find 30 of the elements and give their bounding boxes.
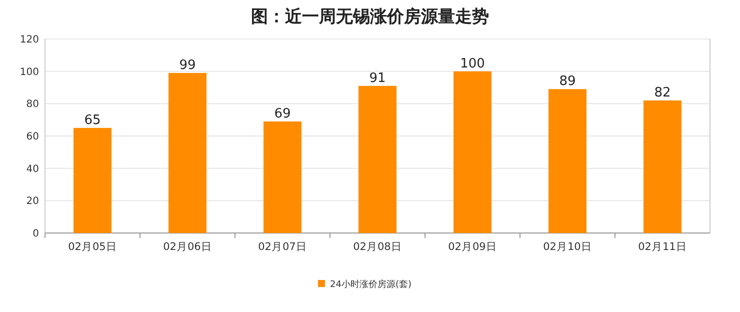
y-tick-label: 0 <box>32 228 39 240</box>
data-label: 91 <box>369 70 386 86</box>
chart-title: 图：近一周无锡涨价房源量走势 <box>251 7 489 27</box>
x-tick-label: 02月07日 <box>258 241 307 253</box>
x-tick-label: 02月08日 <box>353 241 402 253</box>
data-label: 100 <box>460 56 485 72</box>
data-label: 89 <box>559 74 576 90</box>
y-tick-label: 80 <box>26 99 39 110</box>
y-tick-label: 100 <box>20 66 39 78</box>
x-tick-label: 02月05日 <box>68 241 117 253</box>
x-tick-label: 02月10日 <box>543 241 592 253</box>
data-label: 99 <box>179 58 196 73</box>
x-tick-label: 02月11日 <box>638 241 687 253</box>
y-tick-label: 120 <box>20 34 39 46</box>
y-tick-label: 20 <box>26 196 39 208</box>
x-tick-label: 02月09日 <box>448 241 497 253</box>
data-label: 65 <box>84 112 101 128</box>
data-label: 82 <box>654 85 671 100</box>
data-label: 69 <box>274 106 291 122</box>
y-tick-label: 60 <box>26 132 39 142</box>
legend-label: 24小时涨价房源(套) <box>330 279 412 290</box>
y-tick-label: 40 <box>26 164 39 175</box>
bar <box>358 86 396 233</box>
bar <box>454 71 492 233</box>
bar <box>264 121 302 233</box>
bar <box>644 100 682 233</box>
x-tick-label: 02月06日 <box>163 241 212 253</box>
bar <box>168 72 206 233</box>
bar <box>74 128 112 233</box>
bar <box>548 89 586 233</box>
